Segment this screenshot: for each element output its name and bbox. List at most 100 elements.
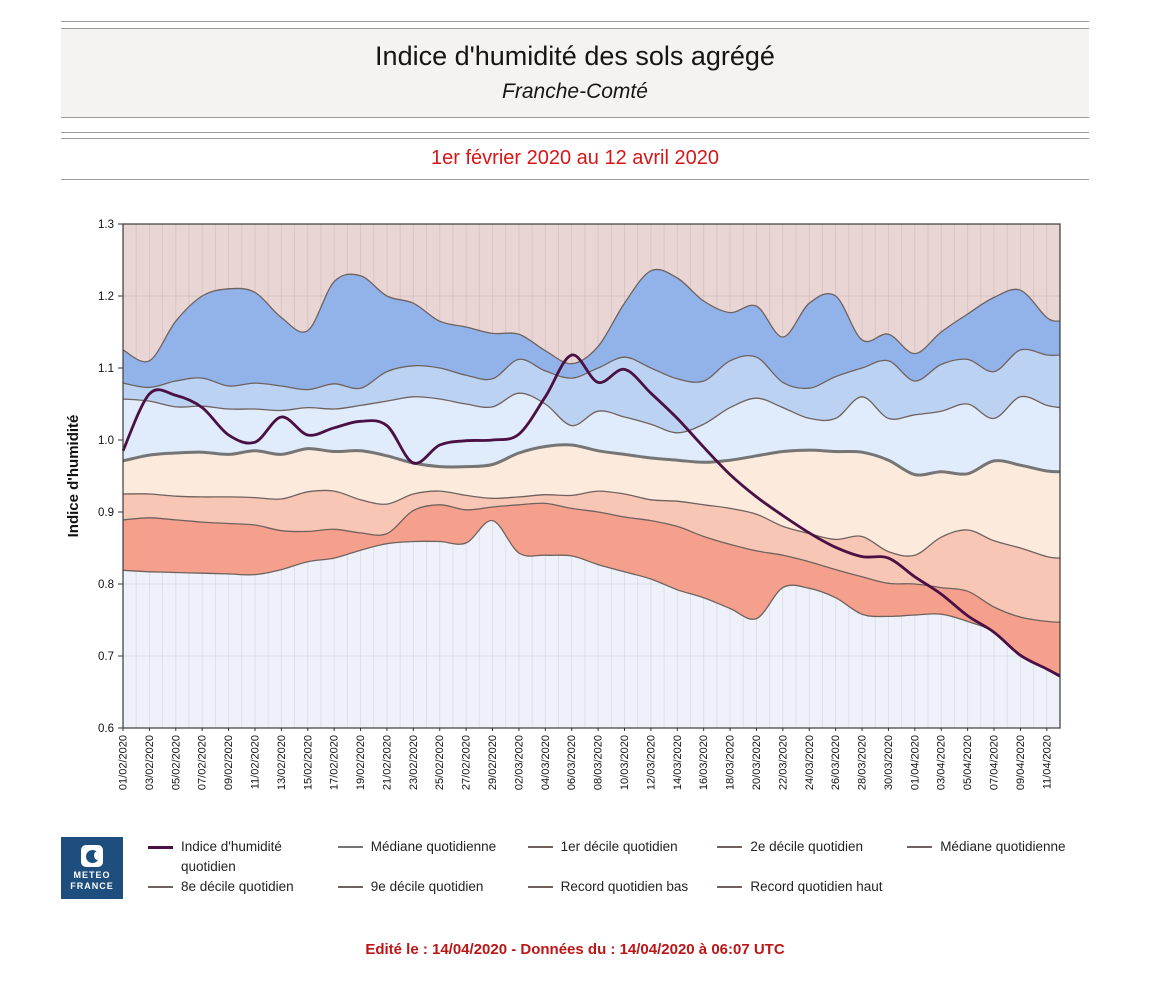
- soil-moisture-bulletin: Indice d'humidité des sols agrégé Franch…: [0, 21, 1150, 995]
- x-tick-label: 27/02/2020: [461, 735, 473, 790]
- legend-item: 9e décile quotidien: [337, 877, 520, 917]
- x-tick-label: 13/02/2020: [276, 735, 288, 790]
- line-record-bas: [122, 520, 1061, 676]
- x-tick-label: 05/04/2020: [962, 735, 974, 790]
- line-decile1: [122, 503, 1061, 624]
- daily-index-line: [121, 353, 1061, 678]
- legend-swatch-line: [337, 846, 363, 849]
- double-rule: [61, 132, 1089, 140]
- legend-column: Médiane quotidienne: [907, 837, 1089, 917]
- x-tick-label: 05/02/2020: [170, 735, 182, 790]
- line-mediane: [122, 443, 1061, 477]
- legend-swatch-line: [907, 846, 933, 849]
- x-tick-label: 08/03/2020: [593, 735, 605, 790]
- legend-item-label: Médiane quotidienne: [370, 839, 497, 855]
- x-tick-label: 29/02/2020: [487, 735, 499, 790]
- header-box: Indice d'humidité des sols agrégé Franch…: [61, 28, 1089, 119]
- x-tick-label: 30/03/2020: [883, 735, 895, 790]
- x-tick-label: 02/03/2020: [513, 735, 525, 790]
- legend-column: Médiane quotidienne 9e décile quotidien: [337, 837, 520, 917]
- legend-swatch-line: [148, 846, 173, 850]
- legend-item-empty: [907, 877, 1089, 917]
- legend-column: Indice d'humidité quotidien 8e décile quo…: [148, 837, 330, 917]
- legend-column: 2e décile quotidien Record quotidien haut: [717, 837, 899, 917]
- legend-item: Record quotidien haut: [717, 877, 899, 917]
- x-tick-label: 03/04/2020: [936, 735, 948, 790]
- legend-swatch-line: [148, 886, 173, 889]
- logo-line1: METEO: [73, 870, 111, 881]
- plot-border: [122, 223, 1061, 729]
- legend-item: 1er décile quotidien: [527, 837, 710, 877]
- x-tick-label: 18/03/2020: [725, 735, 737, 790]
- x-tick-label: 20/03/2020: [751, 735, 763, 790]
- climatology-bands: [123, 269, 1060, 676]
- legend-swatch-line: [717, 886, 743, 889]
- x-tick-label: 24/03/2020: [804, 735, 816, 790]
- legend-swatch-line: [527, 846, 553, 849]
- legend-item: 8e décile quotidien: [148, 877, 330, 917]
- x-tick-label: 15/02/2020: [302, 735, 314, 790]
- period-label: 1er février 2020 au 12 avril 2020: [61, 139, 1089, 181]
- y-tick-label: 0.6: [98, 723, 114, 735]
- legend-item-label: Record quotidien haut: [750, 879, 883, 895]
- region-subtitle: Franche-Comté: [502, 80, 648, 104]
- legend-item-label: 9e décile quotidien: [370, 879, 484, 895]
- chart-legend: METEO FRANCE Indice d'humidité quotidien…: [61, 837, 1089, 917]
- x-axis: 01/02/2020 03/02/2020 05/02/2020 07/02/2020…: [118, 728, 1053, 790]
- x-tick-label: 03/02/2020: [144, 735, 156, 790]
- legend-item-label: Indice d'humidité quotidien: [181, 839, 282, 874]
- legend-item: Médiane quotidienne: [907, 837, 1089, 877]
- band-record-haut-to-9e-decile: [123, 269, 1060, 391]
- line-decile9: [122, 349, 1061, 391]
- x-tick-label: 10/03/2020: [619, 735, 631, 790]
- legend-item-label: 2e décile quotidien: [750, 839, 863, 855]
- x-tick-label: 25/02/2020: [434, 735, 446, 790]
- x-tick-label: 16/03/2020: [698, 735, 710, 790]
- soil-moisture-chart: 1.3 1.2 1.1 1.0 0.9 0.8 0.7 0.6 Indice d'humidit…: [65, 219, 1061, 790]
- x-tick-label: 07/04/2020: [989, 735, 1001, 790]
- y-tick-label: 0.7: [98, 651, 114, 663]
- x-tick-label: 17/02/2020: [329, 735, 341, 790]
- meteo-france-logo: METEO FRANCE: [61, 837, 123, 900]
- x-tick-label: 11/02/2020: [250, 735, 262, 789]
- x-tick-label: 26/03/2020: [830, 735, 842, 790]
- top-rule: [61, 21, 1089, 22]
- legend-column: 1er décile quotidien Record quotidien bas: [527, 837, 710, 917]
- legend-item-label: 1er décile quotidien: [560, 839, 678, 855]
- line-record-haut: [122, 269, 1061, 365]
- band-2e-to-1er-decile: [123, 490, 1060, 623]
- band-9e-to-8e-decile: [123, 349, 1060, 434]
- legend-item: 2e décile quotidien: [717, 837, 899, 877]
- x-tick-label: 01/02/2020: [118, 735, 130, 790]
- band-1er-decile-to-record-bas: [123, 503, 1060, 676]
- meteo-france-icon: [81, 845, 103, 868]
- x-tick-label: 12/03/2020: [645, 735, 657, 790]
- legend-items: Indice d'humidité quotidien 8e décile quo…: [148, 837, 1089, 917]
- page-title: Indice d'humidité des sols agrégé: [375, 41, 775, 71]
- x-tick-label: 23/02/2020: [408, 735, 420, 790]
- chart-area: 1.3 1.2 1.1 1.0 0.9 0.8 0.7 0.6 Indice d'humidit…: [61, 205, 1089, 817]
- legend-swatch-line: [527, 886, 553, 889]
- y-tick-label: 1.1: [98, 363, 114, 375]
- x-tick-label: 28/03/2020: [857, 735, 869, 790]
- legend-swatch-line: [337, 886, 363, 889]
- band-8e-decile-to-mediane: [123, 393, 1060, 476]
- line-decile2: [122, 490, 1061, 560]
- legend-item: Indice d'humidité quotidien: [148, 837, 330, 877]
- x-tick-label: 07/02/2020: [197, 735, 209, 790]
- legend-item: Médiane quotidienne: [337, 837, 520, 877]
- x-tick-label: 21/02/2020: [381, 735, 393, 790]
- legend-swatch-line: [717, 846, 743, 849]
- x-tick-label: 09/02/2020: [223, 735, 235, 790]
- x-tick-label: 06/03/2020: [566, 735, 578, 790]
- legend-item-label: Record quotidien bas: [560, 879, 689, 895]
- band-mediane-to-2e-decile: [123, 445, 1060, 559]
- x-tick-label: 14/03/2020: [672, 735, 684, 790]
- x-tick-label: 01/04/2020: [909, 735, 921, 790]
- y-tick-label: 1.0: [98, 435, 114, 447]
- legend-item-label: 8e décile quotidien: [181, 879, 294, 895]
- logo-line2: FRANCE: [70, 880, 114, 891]
- y-tick-label: 1.3: [98, 219, 114, 231]
- y-tick-label: 1.2: [98, 291, 114, 303]
- x-tick-label: 22/03/2020: [777, 735, 789, 790]
